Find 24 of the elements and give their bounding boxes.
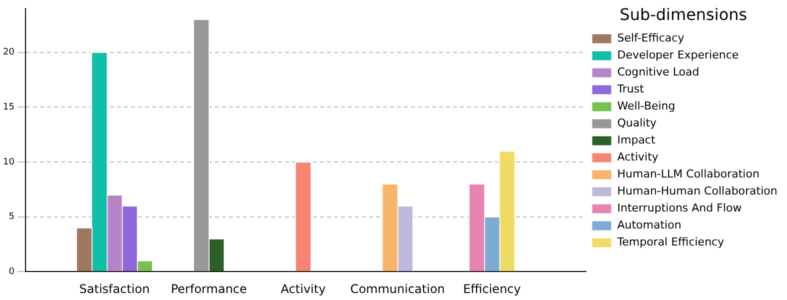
legend-label: Human-Human Collaboration — [617, 184, 778, 198]
legend-label: Quality — [617, 116, 658, 130]
legend-label: Cognitive Load — [617, 66, 700, 79]
x-tick-label: Efficiency — [463, 282, 521, 296]
legend-label: Developer Experience — [617, 48, 739, 62]
x-tick-label: Performance — [170, 282, 247, 296]
x-tick-label: Satisfaction — [79, 282, 150, 296]
legend-label: Self-Efficacy — [617, 32, 685, 45]
y-tick-label: 10 — [3, 157, 15, 168]
legend-label: Impact — [617, 134, 656, 147]
y-tick-label: 5 — [8, 212, 14, 222]
legend-label: Interruptions And Flow — [617, 202, 742, 215]
legend-label: Well-Being — [617, 100, 676, 113]
legend-title: Sub-dimensions — [620, 5, 748, 24]
legend-label: Trust — [616, 82, 645, 96]
x-tick-label: Activity — [280, 282, 326, 296]
legend-label: Temporal Efficiency — [616, 236, 725, 249]
y-tick-label: 0 — [8, 266, 15, 277]
y-tick-label: 20 — [3, 48, 15, 58]
x-tick-label: Communication — [350, 282, 445, 296]
legend-label: Human-LLM Collaboration — [617, 168, 760, 181]
legend-label: Automation — [617, 218, 682, 232]
legend-label: Activity — [617, 150, 659, 164]
y-tick-label: 15 — [3, 102, 14, 112]
